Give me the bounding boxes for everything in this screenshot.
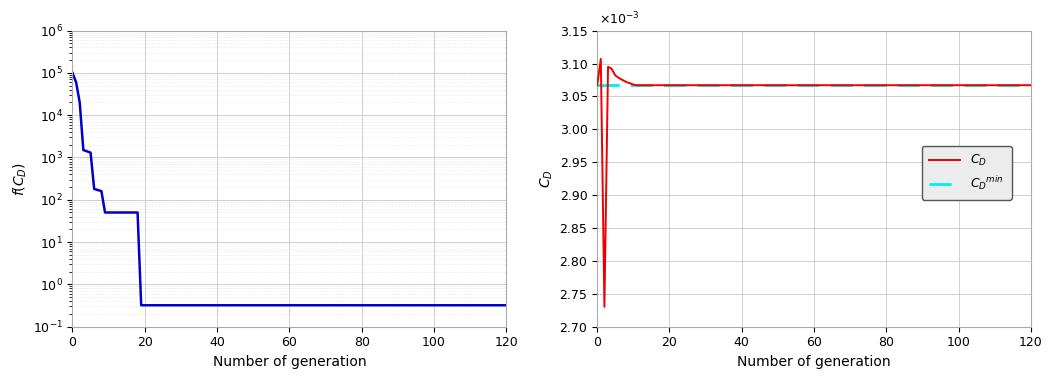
Y-axis label: $f(C_D)$: $f(C_D)$	[12, 162, 28, 196]
Line: $C_D$: $C_D$	[598, 59, 1031, 307]
Text: $\times10^{-3}$: $\times10^{-3}$	[600, 11, 640, 28]
$C_D$	[1003, 83, 1016, 87]
$C_D$	[870, 83, 882, 87]
$C_D$	[1024, 83, 1037, 87]
$C_D{}^{min}$	[1024, 83, 1037, 87]
$C_D{}^{min}$	[776, 83, 788, 87]
$C_D$	[598, 305, 610, 309]
$C_D{}^{min}$	[996, 83, 1009, 87]
$C_D{}^{min}$	[635, 83, 647, 87]
$C_D$	[891, 83, 903, 87]
$C_D$	[782, 83, 795, 87]
Y-axis label: $C_D$: $C_D$	[539, 169, 555, 188]
$C_D{}^{min}$	[591, 83, 604, 87]
$C_D{}^{min}$	[862, 83, 875, 87]
$C_D{}^{min}$	[692, 83, 705, 87]
$C_D{}^{min}$	[883, 83, 896, 87]
$C_D$	[642, 83, 655, 87]
X-axis label: Number of generation: Number of generation	[738, 355, 891, 369]
X-axis label: Number of generation: Number of generation	[213, 355, 366, 369]
$C_D$	[699, 83, 711, 87]
$C_D$	[591, 83, 604, 87]
Legend: $C_D$, $C_D{}^{min}$: $C_D$, $C_D{}^{min}$	[921, 146, 1012, 200]
$C_D$	[594, 57, 607, 61]
